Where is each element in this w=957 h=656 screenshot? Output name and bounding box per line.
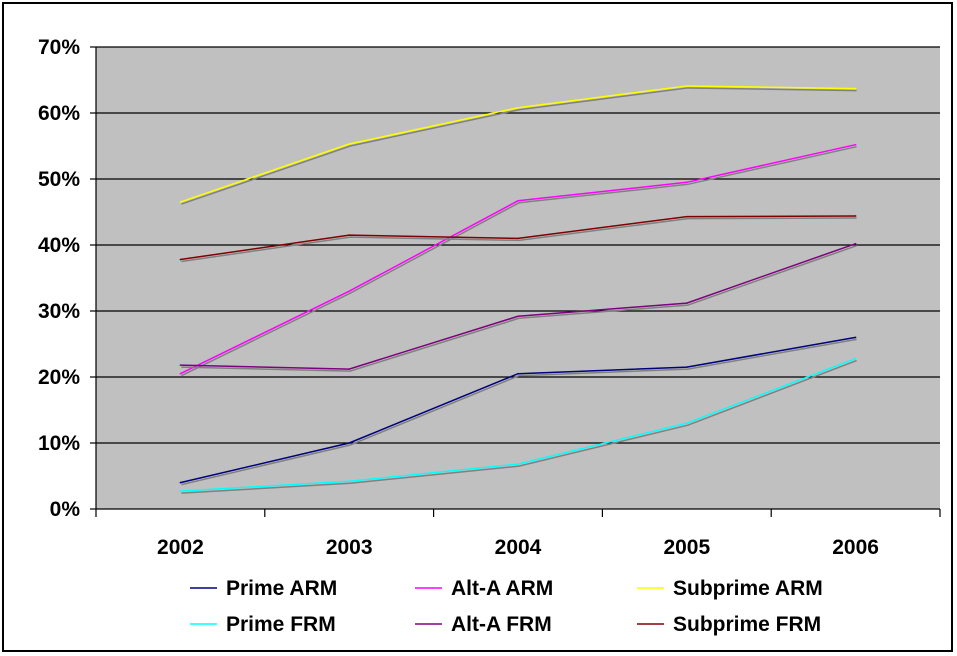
data-point [517,315,519,318]
series-prime-arm [179,336,857,486]
data-point [348,368,351,370]
data-point [348,480,351,483]
data-point [179,481,182,484]
series-alt-a-frm [179,242,857,372]
data-point [179,364,182,366]
series-shadow [181,87,857,205]
legend-label: Alt-A FRM [451,613,552,636]
legend-item: Subprime ARM [637,577,823,600]
data-point [348,290,351,293]
data-point [179,372,182,375]
legend-label: Prime ARM [226,577,337,600]
data-point [686,366,688,368]
legend-label: Prime FRM [226,613,336,636]
data-point [348,143,351,145]
y-tick-label: 20% [38,366,80,389]
y-tick-label: 60% [38,102,80,125]
data-point [686,422,688,425]
y-tick-label: 10% [38,432,80,455]
series-shadow [181,359,857,494]
axes: 0% 10% 20% 30% 40% 50% 60% 70% 2002 2003 2004 2005 2… [38,36,941,559]
legend: Prime ARM Alt-A ARM Subprime ARM Prime FRM A… [190,577,823,636]
series-subprime-arm [179,85,857,205]
series-shadow [181,338,857,486]
data-point [854,357,857,360]
data-point [854,143,857,146]
data-point [179,258,182,261]
plot-area [96,47,940,509]
data-point [854,336,857,339]
x-tick-label: 2002 [157,536,204,559]
data-point [686,215,688,218]
data-point [686,181,688,184]
y-tick-label: 0% [50,498,81,521]
series-prime-frm [179,357,857,494]
series-shadow [181,217,857,263]
x-tick-label: 2004 [495,536,542,559]
legend-label: Subprime ARM [673,577,823,600]
series-shadow [181,244,857,372]
legend-label: Alt-A ARM [451,577,553,600]
y-tick-label: 50% [38,168,80,191]
gridlines [96,46,940,444]
legend-item: Subprime FRM [637,613,821,636]
data-point [854,87,857,90]
series-alt-a-arm [179,143,857,377]
y-tick-label: 30% [38,300,80,323]
data-point [686,302,688,304]
legend-item: Prime FRM [190,613,336,636]
legend-item: Alt-A ARM [415,577,553,600]
data-point [517,237,519,240]
series-subprime-frm [179,215,857,263]
data-point [179,201,182,203]
data-point [517,199,519,202]
series-shadow [181,145,857,377]
data-point [179,490,182,492]
x-tick-label: 2003 [326,536,373,559]
data-point [517,372,519,375]
y-tick-label: 40% [38,234,80,257]
data-point [517,106,519,109]
data-point [348,442,351,444]
y-tick-label: 70% [38,36,80,59]
data-point [517,463,519,465]
plot-background [96,47,940,509]
legend-label: Subprime FRM [673,613,821,636]
legend-item: Prime ARM [190,577,337,600]
legend-item: Alt-A FRM [415,613,552,636]
x-tick-label: 2006 [832,536,879,559]
x-tick-label: 2005 [663,536,710,559]
data-point [854,215,857,217]
series-lines [179,85,857,494]
data-point [854,242,857,245]
data-point [686,85,688,87]
data-point [348,234,351,236]
